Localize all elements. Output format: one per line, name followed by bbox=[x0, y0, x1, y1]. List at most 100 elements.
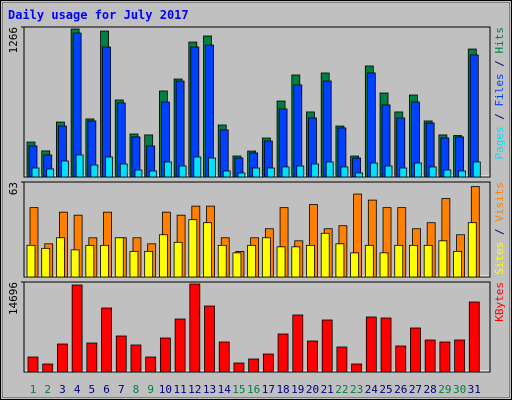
bar bbox=[61, 160, 69, 178]
x-tick-label: 7 bbox=[118, 383, 125, 396]
x-tick-label: 21 bbox=[321, 383, 334, 396]
x-tick-label: 8 bbox=[133, 383, 140, 396]
bar bbox=[204, 305, 215, 373]
bar bbox=[277, 333, 289, 373]
bar bbox=[247, 244, 257, 278]
legend-separator: / bbox=[493, 222, 506, 242]
bar bbox=[31, 167, 40, 178]
bar bbox=[46, 168, 55, 178]
bar bbox=[439, 341, 451, 373]
bar bbox=[119, 163, 128, 178]
bar bbox=[57, 343, 68, 373]
bar bbox=[178, 165, 187, 178]
bar bbox=[158, 234, 168, 278]
bar bbox=[320, 232, 330, 278]
bar bbox=[144, 250, 154, 278]
x-tick-label: 20 bbox=[306, 383, 319, 396]
bar bbox=[129, 250, 139, 278]
x-tick-label: 27 bbox=[409, 383, 422, 396]
bar bbox=[70, 249, 80, 278]
legend-entry: Visits bbox=[493, 182, 506, 222]
bar bbox=[364, 244, 374, 278]
bar bbox=[237, 172, 246, 178]
bar bbox=[394, 244, 404, 278]
x-tick-label: 17 bbox=[262, 383, 275, 396]
x-tick-label: 13 bbox=[203, 383, 216, 396]
bar bbox=[248, 358, 260, 373]
bar bbox=[217, 244, 227, 278]
x-tick-label: 4 bbox=[74, 383, 81, 396]
bar bbox=[188, 219, 198, 278]
bar bbox=[325, 161, 334, 178]
bar bbox=[454, 339, 465, 373]
x-tick-label: 28 bbox=[424, 383, 437, 396]
legend-separator: / bbox=[493, 54, 506, 74]
bar bbox=[232, 252, 242, 278]
bar bbox=[219, 129, 229, 178]
bar bbox=[458, 170, 466, 178]
bar bbox=[380, 317, 392, 373]
bar bbox=[336, 346, 348, 373]
x-tick-label: 3 bbox=[59, 383, 66, 396]
bar bbox=[203, 222, 212, 278]
bar bbox=[86, 342, 98, 373]
x-tick-label: 25 bbox=[379, 383, 392, 396]
bar bbox=[159, 337, 171, 373]
bar bbox=[306, 244, 315, 278]
bar bbox=[42, 363, 54, 373]
bar bbox=[281, 166, 290, 178]
bar bbox=[261, 237, 271, 278]
x-tick-label: 23 bbox=[350, 383, 363, 396]
bar bbox=[266, 167, 275, 178]
bar bbox=[472, 161, 481, 178]
x-tick-label: 16 bbox=[247, 383, 260, 396]
bar bbox=[71, 284, 83, 373]
bar bbox=[292, 314, 304, 373]
bar bbox=[100, 244, 109, 278]
bar bbox=[173, 241, 183, 278]
bar bbox=[307, 340, 318, 373]
bar bbox=[350, 252, 360, 278]
y-tick-label: 63 bbox=[7, 182, 20, 195]
legend-entry: Files bbox=[493, 73, 506, 106]
bar bbox=[115, 335, 127, 373]
bar bbox=[340, 166, 349, 178]
bar bbox=[467, 222, 477, 278]
bar bbox=[379, 252, 389, 278]
legend-separator: / bbox=[493, 107, 506, 127]
bar bbox=[175, 80, 185, 178]
x-tick-label: 26 bbox=[394, 383, 407, 396]
bar bbox=[41, 247, 51, 278]
bar bbox=[351, 363, 363, 373]
bar bbox=[423, 244, 433, 278]
bar bbox=[208, 157, 216, 178]
x-tick-label: 2 bbox=[44, 383, 51, 396]
y-tick-label: 1266 bbox=[7, 27, 20, 54]
x-tick-label: 12 bbox=[188, 383, 201, 396]
bar bbox=[262, 353, 274, 373]
bar bbox=[85, 244, 95, 278]
bar bbox=[252, 167, 261, 178]
bar bbox=[174, 318, 186, 373]
x-tick-label: 9 bbox=[147, 383, 154, 396]
bar bbox=[410, 327, 421, 373]
bar bbox=[291, 246, 301, 278]
bar bbox=[134, 169, 143, 178]
bar bbox=[468, 301, 480, 373]
bar bbox=[56, 237, 65, 278]
bar bbox=[293, 84, 303, 178]
x-tick-label: 10 bbox=[159, 383, 172, 396]
x-tick-label: 15 bbox=[232, 383, 245, 396]
bar bbox=[130, 344, 142, 373]
bar bbox=[399, 167, 408, 178]
x-tick-label: 5 bbox=[89, 383, 96, 396]
bar bbox=[369, 162, 378, 178]
bar bbox=[311, 163, 319, 178]
bar bbox=[218, 341, 230, 373]
bar bbox=[276, 246, 286, 278]
bar bbox=[145, 356, 157, 373]
bar bbox=[114, 237, 124, 278]
legend-entry: KBytes bbox=[493, 282, 506, 322]
bar bbox=[205, 44, 214, 178]
